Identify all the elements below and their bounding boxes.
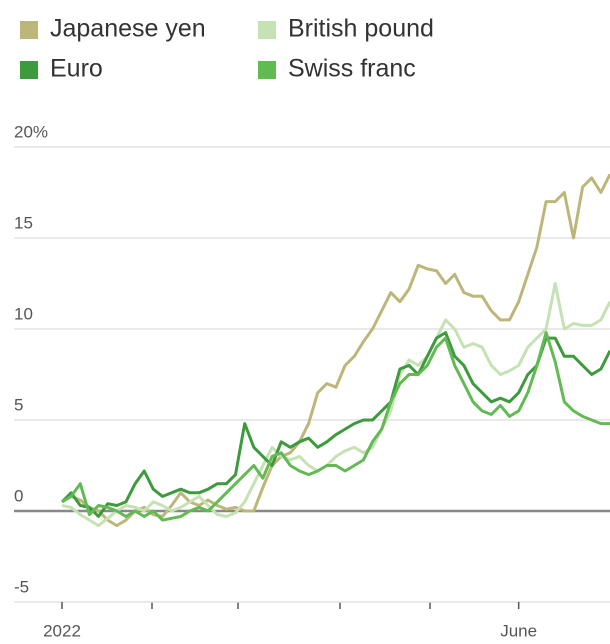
y-tick-label: 5 <box>14 395 23 414</box>
legend-swatch <box>20 21 38 39</box>
series-line <box>61 282 610 528</box>
legend-label: Japanese yen <box>50 15 206 43</box>
legend-swatch <box>20 61 38 79</box>
series-line <box>60 331 610 518</box>
legend-swatch <box>258 21 276 39</box>
y-tick-label: 10 <box>14 304 33 323</box>
y-tick-label: 20% <box>14 122 48 141</box>
x-tick-label: June <box>500 621 537 640</box>
x-tick-label: 2022 <box>43 621 81 640</box>
y-tick-label: -5 <box>14 577 29 596</box>
month-ticks <box>151 602 431 609</box>
series-line <box>61 331 610 522</box>
y-tick-label: 15 <box>14 213 33 232</box>
series-line <box>61 173 610 528</box>
legend-label: Swiss franc <box>288 55 416 83</box>
y-tick-label: 0 <box>14 486 23 505</box>
legend-label: Euro <box>50 55 103 83</box>
legend-swatch <box>258 61 276 79</box>
legend-label: British pound <box>288 15 434 43</box>
